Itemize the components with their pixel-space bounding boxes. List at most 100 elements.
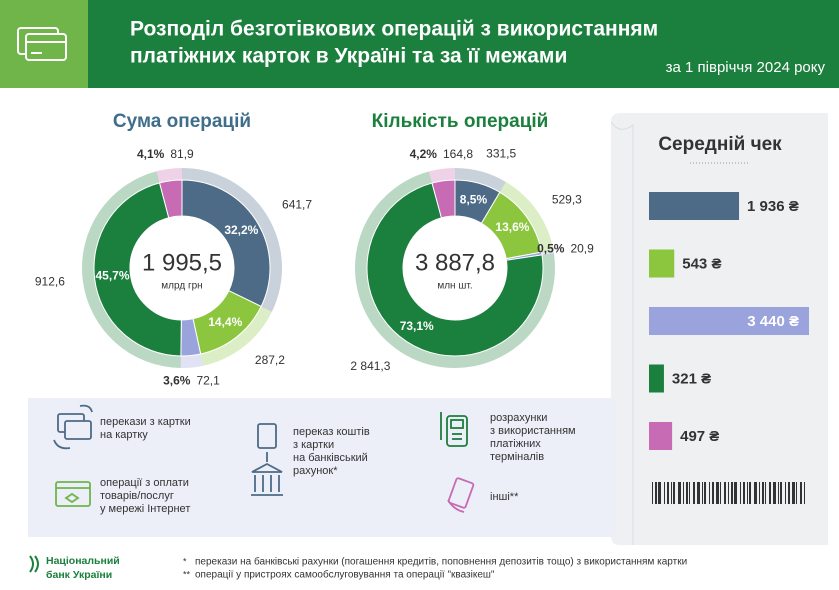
value-label: 72,1 <box>196 374 220 388</box>
barcode-bar <box>686 482 688 504</box>
barcode-bar <box>747 482 748 504</box>
value-label: 641,7 <box>282 198 312 212</box>
barcode-bar <box>778 482 779 504</box>
barcode-bar <box>683 482 684 504</box>
value-label: 164,8 <box>443 147 473 161</box>
value-label: 1 936 ₴ <box>747 198 799 215</box>
outer-ring <box>82 171 181 368</box>
percent-label: 4,2% <box>410 147 438 161</box>
percent-label: 14,4% <box>208 315 242 329</box>
value-label: 912,6 <box>35 275 65 289</box>
legend-icon <box>55 481 91 507</box>
legend-text: перекази з картки <box>100 416 191 428</box>
barcode-bar <box>689 482 690 504</box>
value-label: 321 ₴ <box>672 370 711 387</box>
outer-ring <box>180 353 204 368</box>
value-label: 3 440 ₴ <box>747 313 799 330</box>
legend-text: товарів/послуг <box>100 490 174 502</box>
bar <box>649 364 664 393</box>
bar <box>649 422 673 450</box>
legend-text: на банківський <box>293 452 368 464</box>
barcode-bar <box>800 482 802 504</box>
value-label: 497 ₴ <box>680 428 719 445</box>
barcode-bar <box>704 482 706 504</box>
value-label: 2 841,3 <box>350 359 390 373</box>
donut-center <box>130 216 234 320</box>
footnote-text: перекази на банківські рахунки (погашенн… <box>195 556 687 568</box>
header-subtitle: за 1 півріччя 2024 року <box>666 59 826 76</box>
barcode-bar <box>673 482 675 504</box>
logo-mark <box>29 555 39 573</box>
barcode-bar <box>697 482 700 504</box>
legend-icon <box>251 423 283 496</box>
barcode-bar <box>773 482 776 504</box>
header-band <box>0 0 839 88</box>
barcode-bar <box>731 482 733 504</box>
barcode-bar <box>716 482 719 504</box>
barcode-bar <box>740 482 741 504</box>
legend-text: платіжних <box>490 438 541 450</box>
barcode-bar <box>759 482 760 504</box>
logo-text: банк України <box>46 569 112 581</box>
outer-ring <box>428 168 455 184</box>
card-icon <box>17 27 67 61</box>
outer-ring <box>156 168 182 183</box>
outer-ring <box>200 306 272 366</box>
barcode-bar <box>788 482 790 504</box>
percent-label: 8,5% <box>460 193 488 207</box>
header-title: Розподіл безготівкових операцій з викори… <box>130 18 658 41</box>
chart-title: Сума операцій <box>113 111 251 132</box>
percent-label: 13,6% <box>495 220 529 234</box>
unit-label: млн шт. <box>437 281 472 292</box>
barcode-bar <box>765 482 766 504</box>
barcode-bar <box>780 482 782 504</box>
barcode-bar <box>712 482 714 504</box>
value-label: 20,9 <box>570 241 594 255</box>
barcode <box>652 482 805 504</box>
footnote-mark: * <box>183 556 187 566</box>
bar <box>649 307 809 335</box>
outer-ring <box>182 168 282 312</box>
legend-text: операції з оплати <box>100 477 189 489</box>
legend-icon <box>447 477 475 513</box>
outer-ring <box>455 168 506 193</box>
footnotes: * перекази на банківські рахунки (погашен… <box>183 556 687 581</box>
percent-label: 3,6% <box>163 374 191 388</box>
barcode-bar <box>709 482 710 504</box>
percent-label: 4,1% <box>137 147 165 161</box>
legend-text: на картку <box>100 429 148 441</box>
value-label: 81,9 <box>170 147 194 161</box>
barcode-bar <box>804 482 805 504</box>
barcode-bar <box>664 482 665 504</box>
logo-text: Національний <box>46 555 120 567</box>
percent-label: 32,2% <box>224 223 258 237</box>
header-title: платіжних карток в Україні та за її межа… <box>130 45 567 68</box>
bar <box>649 192 740 220</box>
total-label: 3 887,8 <box>415 249 495 276</box>
barcode-bar <box>734 482 737 504</box>
legend-icon <box>440 412 468 447</box>
barcode-bar <box>658 482 661 504</box>
barcode-bar <box>702 482 703 504</box>
barcode-bar <box>720 482 721 504</box>
footnote-text: операції у пристроях самообслуговування … <box>195 569 495 581</box>
legend-text: терміналів <box>490 451 544 463</box>
barcode-bar <box>724 482 726 504</box>
barcode-bar <box>754 482 757 504</box>
barcode-bar <box>693 482 695 504</box>
receipt-fold <box>610 121 634 545</box>
footnote-mark: ** <box>183 569 191 579</box>
value-label: 331,5 <box>486 146 516 160</box>
chart-title: Кількість операцій <box>372 111 549 132</box>
barcode-bar <box>749 482 751 504</box>
percent-label: 73,1% <box>400 319 434 333</box>
barcode-bar <box>652 482 653 504</box>
barcode-bar <box>796 482 797 504</box>
legend-text: рахунок* <box>293 465 338 477</box>
legend-text: переказ коштів <box>293 426 370 438</box>
legend-text: у мережі Інтернет <box>100 503 190 515</box>
barcode-bar <box>785 482 786 504</box>
chart-title: Середній чек <box>658 134 782 155</box>
